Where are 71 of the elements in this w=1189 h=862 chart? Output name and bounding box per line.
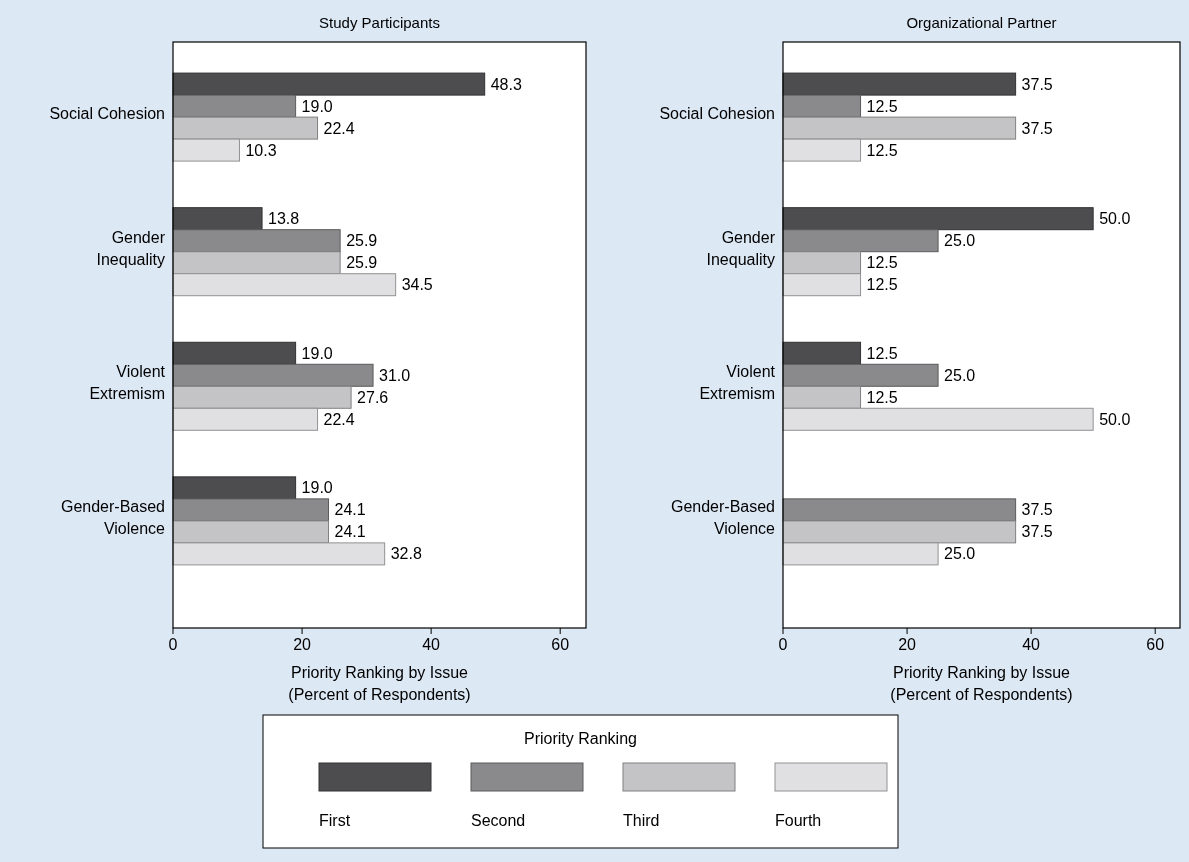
y-tick-label: Social Cohesion xyxy=(659,104,775,122)
data-label: 19.0 xyxy=(301,97,333,115)
data-label: 50.0 xyxy=(1099,410,1131,428)
bar xyxy=(172,542,386,566)
data-label: 27.6 xyxy=(357,388,389,406)
bar xyxy=(172,138,240,162)
bar xyxy=(172,207,263,231)
text: First xyxy=(319,811,351,829)
data-label: 12.5 xyxy=(866,254,898,272)
data-label: 22.4 xyxy=(323,119,355,137)
data-label: 37.5 xyxy=(1021,501,1053,519)
x-tick-label: 40 xyxy=(1022,636,1041,653)
data-label: 19.0 xyxy=(301,344,333,362)
bar xyxy=(172,407,319,431)
bar xyxy=(172,273,397,297)
data-label: 12.5 xyxy=(866,97,898,115)
data-label: 32.8 xyxy=(390,545,422,563)
text: Third xyxy=(623,811,660,829)
data-label: 13.8 xyxy=(268,210,300,228)
y-tick-label: Gender Inequality xyxy=(96,228,166,268)
bar xyxy=(782,407,1094,431)
x-tick-label: 60 xyxy=(551,636,570,653)
data-label: 25.0 xyxy=(944,545,976,563)
bar xyxy=(782,207,1094,231)
data-label: 22.4 xyxy=(323,410,355,428)
data-label: 12.5 xyxy=(866,344,898,362)
data-label: 12.5 xyxy=(866,276,898,294)
bar xyxy=(172,341,297,365)
data-label: 37.5 xyxy=(1021,119,1053,137)
x-tick-label: 0 xyxy=(168,636,178,653)
data-label: 37.5 xyxy=(1021,523,1053,541)
x-tick-label: 20 xyxy=(293,636,312,653)
data-label: 25.9 xyxy=(346,232,378,250)
legend-title: Priority Ranking xyxy=(524,729,637,747)
y-tick-label: Gender-Based Violence xyxy=(60,497,166,537)
data-label: 25.0 xyxy=(944,366,976,384)
data-label: 31.0 xyxy=(379,366,411,384)
data-label: 24.1 xyxy=(334,523,366,541)
y-tick-label: Violent Extremism xyxy=(699,362,776,402)
data-label: 37.5 xyxy=(1021,75,1053,93)
bar xyxy=(782,542,939,566)
x-tick-label: 40 xyxy=(422,636,441,653)
data-label: 25.0 xyxy=(944,232,976,250)
y-tick-label: Social Cohesion xyxy=(49,104,165,122)
x-tick-label: 60 xyxy=(1146,636,1165,653)
bar xyxy=(782,72,1017,96)
chart-title: Organizational Partner xyxy=(906,14,1057,31)
text: Second xyxy=(471,811,526,829)
data-label: 48.3 xyxy=(490,75,522,93)
data-label: 34.5 xyxy=(401,276,433,294)
data-label: 24.1 xyxy=(334,501,366,519)
x-tick-label: 20 xyxy=(898,636,917,653)
data-label: 12.5 xyxy=(866,141,898,159)
x-axis-title: Priority Ranking by Issue (Percent of Respondents) xyxy=(288,664,471,703)
text: Fourth xyxy=(775,811,822,829)
bar xyxy=(172,72,486,96)
data-label: 25.9 xyxy=(346,254,378,272)
data-label: 19.0 xyxy=(301,479,333,497)
chart-title: Study Participants xyxy=(319,14,440,31)
data-label: 50.0 xyxy=(1099,210,1131,228)
bar xyxy=(782,341,862,365)
y-tick-label: Gender-Based Violence xyxy=(670,497,776,537)
y-tick-label: Violent Extremism xyxy=(89,362,166,402)
bar xyxy=(172,476,297,500)
data-label: 10.3 xyxy=(245,141,277,159)
y-tick-label: Gender Inequality xyxy=(706,228,776,268)
bar xyxy=(782,273,862,297)
x-tick-label: 0 xyxy=(778,636,788,653)
x-axis-title: Priority Ranking by Issue (Percent of Respondents) xyxy=(890,664,1073,703)
data-label: 12.5 xyxy=(866,388,898,406)
bar xyxy=(782,138,862,162)
